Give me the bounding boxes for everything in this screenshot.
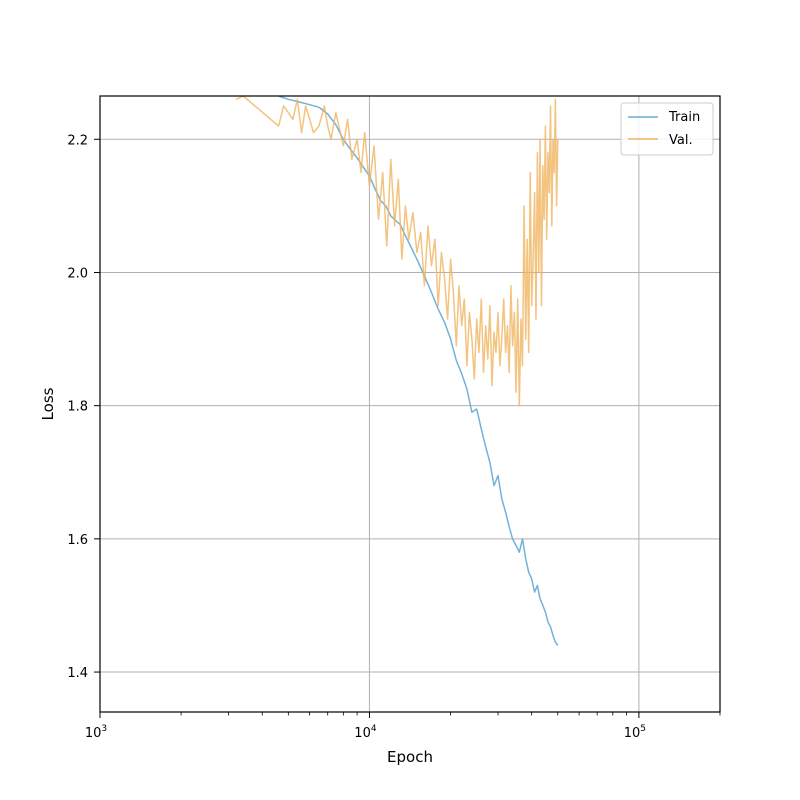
legend-label-train: Train	[668, 110, 700, 125]
y-tick-label: 2.0	[67, 266, 88, 281]
series-line-train	[278, 96, 559, 646]
y-tick-label: 1.6	[67, 533, 88, 548]
y-tick-label: 1.8	[67, 400, 88, 415]
x-tick-label: 103	[85, 724, 107, 741]
y-tick-label: 1.4	[67, 666, 88, 681]
x-tick-label: 104	[354, 724, 377, 741]
y-axis-label: Loss	[39, 387, 57, 420]
legend-label-val: Val.	[669, 133, 693, 148]
legend-box	[620, 102, 714, 156]
series-line-val	[235, 96, 559, 407]
x-axis-label: Epoch	[387, 748, 433, 766]
plot-frame	[99, 95, 721, 713]
y-tick-label: 2.2	[67, 133, 88, 148]
grid	[100, 96, 720, 712]
series-group	[235, 96, 559, 646]
x-tick-label: 105	[624, 724, 646, 741]
ticks: 103 104 105 1.4 1.6 1.8 2.0 2.2	[67, 133, 721, 741]
legend: Train Val.	[620, 102, 714, 156]
